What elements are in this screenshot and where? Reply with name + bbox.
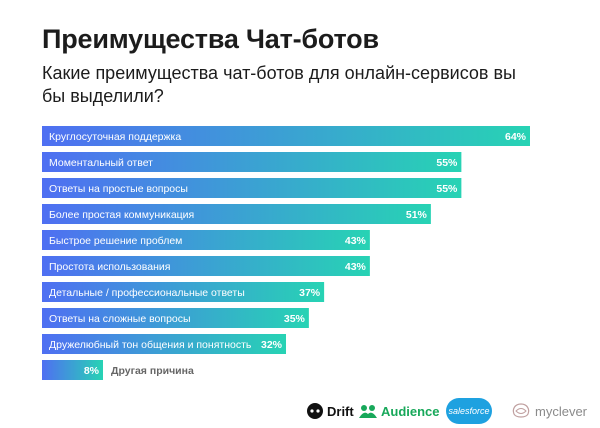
- audience-logo: Audience: [358, 398, 440, 424]
- bar-value-label: 32%: [261, 339, 283, 351]
- bar-value-label: 64%: [505, 131, 527, 143]
- partner-logos: Drift Audience salesforce myclever: [300, 398, 590, 424]
- bar-9: [42, 334, 286, 354]
- chart-title: Преимущества Чат-ботов: [42, 24, 379, 54]
- bar-value-label: 43%: [345, 261, 367, 273]
- audience-logo-icon: [359, 405, 377, 418]
- bar-category-label: Более простая коммуникация: [49, 209, 194, 221]
- bar-10: [42, 360, 103, 380]
- salesforce-logo: salesforce: [446, 398, 492, 424]
- bar-category-label: Ответы на простые вопросы: [49, 183, 188, 195]
- chart-subtitle: Какие преимущества чат-ботов для онлайн-…: [42, 63, 516, 106]
- bar-3: [42, 178, 462, 198]
- bar-category-label: Моментальный ответ: [49, 157, 153, 169]
- myclever-logo-icon: [512, 403, 530, 418]
- myclever-logo-text: myclever: [535, 403, 588, 419]
- drift-logo: Drift: [306, 398, 354, 424]
- bar-category-label: Круглосуточная поддержка: [49, 131, 181, 143]
- bar-category-label: Быстрое решение проблем: [49, 235, 182, 247]
- bar-category-label: Ответы на сложные вопросы: [49, 313, 191, 325]
- bar-value-label: 55%: [436, 183, 458, 195]
- bar-7: [42, 282, 325, 302]
- bar-category-label: Простота использования: [49, 261, 170, 273]
- bar-5: [42, 230, 370, 250]
- bar-8: [42, 308, 309, 328]
- drift-logo-text: Drift: [327, 403, 354, 419]
- bar-value-label: 55%: [436, 157, 458, 169]
- bar-value-label: 35%: [284, 313, 306, 325]
- myclever-logo: myclever: [510, 398, 587, 424]
- bar-value-label: 51%: [406, 209, 428, 221]
- bar-6: [42, 256, 370, 276]
- bar-value-label: 8%: [84, 365, 100, 377]
- bar-category-label: Детальные / профессиональные ответы: [49, 287, 245, 299]
- bar-category-label: Дружелюбный тон общения и понятность: [49, 339, 252, 351]
- bar-value-label: 37%: [299, 287, 321, 299]
- audience-logo-text: Audience: [381, 403, 440, 419]
- bar-category-label: Другая причина: [111, 365, 194, 377]
- bar-2: [42, 152, 462, 172]
- bar-1: [42, 126, 530, 146]
- salesforce-cloud-icon: salesforce: [446, 398, 492, 424]
- bar-4: [42, 204, 431, 224]
- drift-logo-icon: [307, 403, 323, 419]
- salesforce-logo-text: salesforce: [448, 406, 490, 416]
- bar-value-label: 43%: [345, 235, 367, 247]
